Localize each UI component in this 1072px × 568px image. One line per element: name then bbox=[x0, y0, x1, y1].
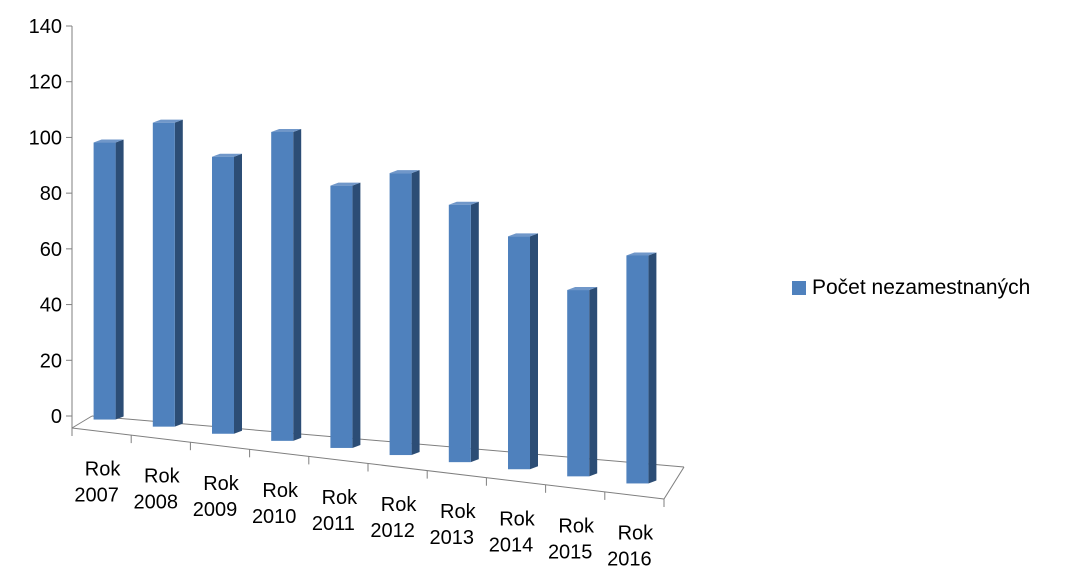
y-tick-label: 20 bbox=[40, 350, 62, 372]
x-tick-label: Rok bbox=[499, 508, 536, 530]
bar-side bbox=[352, 182, 361, 448]
bar-top bbox=[567, 287, 598, 291]
labels: 0 20 40 60 80 100 120 140 Rok 2007 Rok 2008 Rok 2009 R… bbox=[29, 16, 655, 568]
floor-right-edge bbox=[663, 466, 685, 500]
bar-side bbox=[115, 139, 124, 420]
x-tick-label: Rok bbox=[440, 501, 477, 523]
bar bbox=[93, 142, 116, 420]
x-tick-label: Rok bbox=[144, 466, 181, 488]
bar-top bbox=[448, 201, 479, 205]
x-tick-label: 2010 bbox=[252, 506, 297, 528]
bar-side bbox=[293, 128, 302, 441]
x-tick-label: Rok bbox=[85, 459, 122, 481]
x-tick-label: Rok bbox=[618, 522, 655, 544]
bar bbox=[389, 173, 412, 456]
x-tick-label: 2013 bbox=[430, 527, 475, 549]
y-tick-label: 140 bbox=[29, 16, 62, 38]
bar bbox=[567, 290, 590, 477]
x-tick-label: Rok bbox=[381, 494, 418, 516]
bar-top bbox=[330, 182, 361, 186]
x-tick-label: 2007 bbox=[74, 485, 119, 507]
y-tick-label: 60 bbox=[40, 239, 62, 261]
y-tick-label: 100 bbox=[29, 127, 62, 149]
x-tick-label: 2012 bbox=[370, 520, 415, 542]
bar bbox=[448, 204, 471, 463]
floor-left-edge bbox=[71, 415, 93, 429]
bar-side bbox=[234, 153, 242, 434]
bar-top bbox=[271, 128, 302, 132]
bars bbox=[93, 119, 657, 484]
x-tick-label: 2009 bbox=[193, 499, 238, 521]
y-tick-label: 0 bbox=[51, 406, 62, 428]
x-tick-label: 2011 bbox=[312, 513, 355, 535]
bar-top bbox=[508, 233, 538, 237]
x-tick-label: 2014 bbox=[489, 534, 534, 556]
bar bbox=[330, 185, 353, 448]
bar bbox=[152, 122, 175, 427]
bar-side bbox=[648, 252, 657, 484]
x-tick-label: Rok bbox=[262, 480, 299, 502]
bar-top bbox=[626, 252, 657, 256]
bar bbox=[626, 255, 649, 484]
x-tick-label: 2016 bbox=[607, 548, 652, 568]
x-tick-label: Rok bbox=[558, 515, 595, 537]
bar-side bbox=[411, 170, 420, 456]
bar-side bbox=[589, 287, 598, 477]
bar-top bbox=[93, 139, 124, 143]
bar-side bbox=[174, 119, 183, 427]
x-tick-label: Rok bbox=[322, 487, 359, 509]
bar bbox=[508, 236, 530, 470]
bar-side bbox=[530, 233, 538, 470]
bar-top bbox=[212, 153, 242, 157]
legend-label: Počet nezamestnaných bbox=[812, 276, 1031, 299]
bar-top bbox=[152, 119, 183, 123]
bar-side bbox=[470, 201, 479, 463]
bar bbox=[271, 131, 294, 441]
legend-swatch bbox=[792, 281, 806, 295]
x-tick-label: 2015 bbox=[548, 541, 593, 563]
x-tick-label: 2008 bbox=[134, 492, 179, 514]
y-tick-label: 40 bbox=[40, 295, 62, 317]
x-tick-label: Rok bbox=[203, 473, 240, 495]
y-tick-label: 80 bbox=[40, 183, 62, 205]
bar bbox=[212, 156, 234, 434]
y-tick-label: 120 bbox=[29, 72, 62, 94]
legend: Počet nezamestnaných bbox=[792, 276, 1030, 300]
bar-top bbox=[389, 170, 420, 174]
